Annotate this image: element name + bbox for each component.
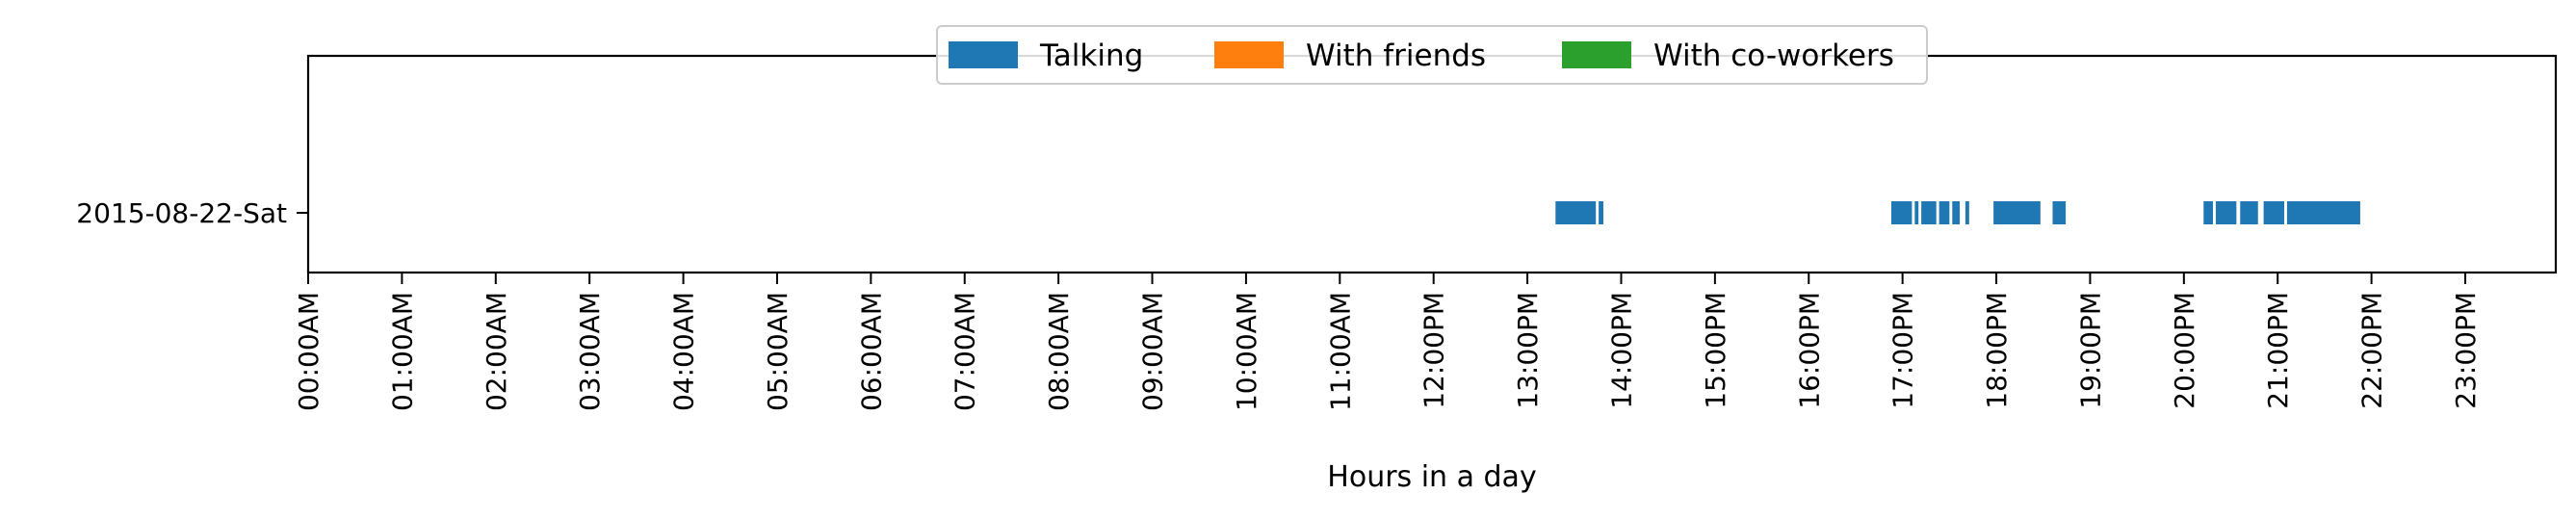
x-tick-label: 17:00PM — [1887, 292, 1919, 409]
x-tick-label: 03:00AM — [574, 292, 606, 411]
legend-swatch — [949, 41, 1018, 68]
x-tick-label: 06:00AM — [855, 292, 887, 411]
x-tick-label: 23:00PM — [2450, 292, 2482, 409]
interval-bar — [2215, 201, 2237, 224]
interval-bar — [2052, 201, 2067, 224]
x-tick-label: 05:00AM — [762, 292, 794, 411]
plot-frame — [306, 54, 2558, 274]
x-tick-label: 04:00AM — [668, 292, 700, 411]
x-tick-label: 16:00PM — [1793, 292, 1825, 409]
interval-bar — [2203, 201, 2214, 224]
y-axis: 2015-08-22-Sat — [76, 197, 308, 229]
legend-swatch — [1214, 41, 1284, 68]
legend-label: With friends — [1306, 39, 1486, 73]
interval-bar — [1939, 201, 1950, 224]
x-tick-label: 10:00AM — [1231, 292, 1262, 411]
x-tick-label: 07:00AM — [950, 292, 981, 411]
legend-box — [936, 25, 1928, 85]
x-tick-label: 08:00AM — [1043, 292, 1075, 411]
x-tick-label: 11:00AM — [1324, 292, 1356, 411]
legend-label: With co-workers — [1653, 39, 1894, 73]
interval-bar — [2240, 201, 2258, 224]
interval-bar — [1890, 201, 1912, 224]
x-tick-label: 09:00AM — [1137, 292, 1169, 411]
x-tick-label: 14:00PM — [1605, 292, 1637, 409]
x-tick-label: 22:00PM — [2356, 292, 2388, 409]
interval-bar — [1965, 201, 1969, 224]
x-tick-label: 20:00PM — [2169, 292, 2200, 409]
x-tick-label: 12:00PM — [1418, 292, 1450, 409]
x-tick-label: 21:00PM — [2262, 292, 2294, 409]
x-tick-label: 19:00PM — [2074, 292, 2106, 409]
interval-marks — [1555, 201, 2360, 224]
x-tick-label: 13:00PM — [1512, 292, 1544, 409]
interval-bar — [1555, 201, 1597, 224]
x-tick-label: 18:00PM — [1981, 292, 2013, 409]
y-tick-label: 2015-08-22-Sat — [76, 197, 287, 229]
x-tick-label: 00:00AM — [293, 292, 325, 411]
interval-bar — [1599, 201, 1603, 224]
legend-label: Talking — [1039, 39, 1143, 73]
x-axis: 00:00AM 01:00AM 02:00AM 03:00AM 04:00AM 05:00… — [293, 273, 2482, 411]
interval-bar — [1914, 201, 1919, 224]
x-tick-label: 01:00AM — [386, 292, 418, 411]
interval-bar — [2286, 201, 2360, 224]
legend: Talking With friends With co-workers — [936, 25, 1928, 85]
x-tick-label: 15:00PM — [1700, 292, 1731, 409]
interval-bar — [1921, 201, 1937, 224]
legend-swatch — [1562, 41, 1631, 68]
interval-bar — [2263, 201, 2285, 224]
interval-bar — [1952, 201, 1961, 224]
x-tick-label: 02:00AM — [481, 292, 512, 411]
x-axis-label: Hours in a day — [1327, 460, 1536, 494]
interval-bar — [1993, 201, 2041, 224]
